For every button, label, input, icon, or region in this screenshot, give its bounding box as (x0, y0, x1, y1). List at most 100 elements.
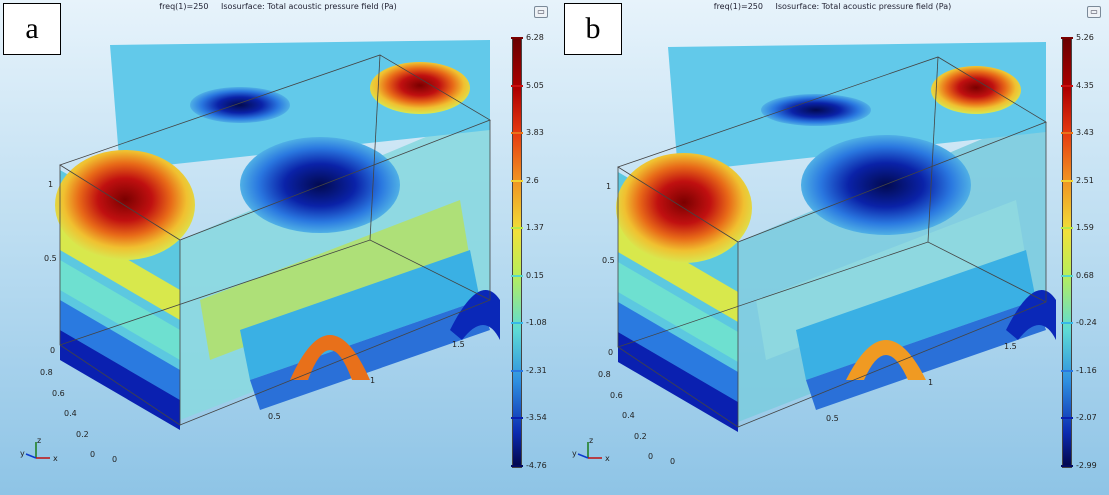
legend-tick-mark (511, 465, 523, 467)
x-tick: 1 (370, 376, 376, 385)
legend-tick-label: -1.08 (526, 318, 547, 328)
legend-tick-label: 1.59 (1076, 223, 1094, 233)
frequency-label: freq(1)=250 (713, 2, 763, 11)
isosurface-render (55, 40, 500, 430)
x-tick: 1.5 (1004, 342, 1017, 351)
plot-title: Isosurface: Total acoustic pressure fiel… (221, 2, 397, 11)
legend-tick-mark (511, 84, 523, 87)
y-tick: 0 (90, 450, 96, 459)
red-pressure-lobe (55, 150, 195, 260)
legend-tick-mark (1061, 369, 1073, 372)
legend-tick-mark (1061, 227, 1073, 230)
legend-tick-mark (1061, 132, 1073, 135)
panel-b: freq(1)=250 Isosurface: Total acoustic p… (556, 0, 1109, 495)
y-tick: 0.8 (40, 368, 53, 377)
triad-y-label: y (20, 449, 25, 458)
blue-corner-arch (1006, 290, 1056, 340)
legend-tick-label: 3.43 (1076, 128, 1094, 138)
legend-tick-label: -2.07 (1076, 413, 1097, 423)
legend-tick-label: -2.99 (1076, 461, 1097, 470)
legend-tick-mark (1061, 417, 1073, 420)
plot-title: Isosurface: Total acoustic pressure fiel… (775, 2, 952, 11)
legend-tick-mark (511, 417, 523, 420)
legend-tick-label: 1.37 (526, 223, 544, 233)
legend-tick-mark (1061, 465, 1073, 467)
plot-header: freq(1)=250 Isosurface: Total acoustic p… (0, 2, 556, 11)
z-tick: 0 (50, 346, 56, 355)
x-tick: 0 (670, 457, 676, 466)
legend-tick-label: 0.68 (1076, 270, 1094, 280)
legend-tick-label: 3.83 (526, 128, 544, 138)
panel-letter: a (3, 3, 61, 55)
y-tick: 0.2 (76, 430, 89, 439)
legend-tick-mark (1061, 274, 1073, 277)
y-tick: 0 (648, 452, 654, 461)
z-tick: 0 (608, 348, 614, 357)
blue-corner-arch (450, 290, 500, 340)
y-tick: 0.6 (52, 389, 65, 398)
legend-tick-mark (511, 369, 523, 372)
legend-tick-mark (511, 322, 523, 325)
legend-tick-mark (511, 179, 523, 182)
legend-tick-mark (511, 132, 523, 135)
triad-x-label: x (605, 454, 610, 463)
x-tick: 0.5 (268, 412, 281, 421)
y-tick: 0.4 (64, 409, 77, 418)
legend-tick-label: 2.6 (526, 175, 539, 185)
color-legend (1062, 38, 1072, 468)
bounding-box (617, 56, 1047, 428)
z-tick: 0.5 (44, 254, 57, 263)
legend-tick-mark (1061, 37, 1073, 39)
triad-z-label: z (37, 436, 41, 445)
axis-triad-icon: y z x (20, 436, 58, 463)
y-tick: 0.4 (622, 411, 635, 420)
x-tick: 0 (112, 455, 118, 464)
plot-header: freq(1)=250 Isosurface: Total acoustic p… (556, 2, 1109, 11)
legend-tick-label: -1.16 (1076, 365, 1097, 375)
panel-a: freq(1)=250 Isosurface: Total acoustic p… (0, 0, 556, 495)
triad-x-label: x (53, 454, 58, 463)
blue-pressure-lobe (240, 137, 400, 233)
x-tick: 1 (928, 378, 934, 387)
x-tick: 0.5 (826, 414, 839, 423)
legend-tick-mark (511, 274, 523, 277)
legend-tick-mark (1061, 322, 1073, 325)
orange-arch (846, 340, 926, 380)
triad-z-label: z (589, 436, 593, 445)
legend-tick-label: -0.24 (1076, 318, 1097, 328)
axis-triad-icon: y z x (572, 436, 610, 463)
color-legend (512, 38, 522, 468)
frequency-label: freq(1)=250 (159, 2, 209, 11)
orange-arch (290, 335, 370, 380)
legend-tick-mark (511, 227, 523, 230)
legend-tick-mark (1061, 179, 1073, 182)
panel-letter: b (564, 3, 622, 55)
z-tick: 1 (48, 180, 54, 189)
triad-y-label: y (572, 449, 577, 458)
z-tick: 0.5 (602, 256, 615, 265)
legend-tick-label: 4.35 (1076, 80, 1094, 90)
restore-window-icon[interactable]: ▭ (534, 6, 548, 18)
legend-tick-label: -3.54 (526, 413, 547, 423)
legend-tick-mark (1061, 84, 1073, 87)
legend-tick-label: 6.28 (526, 33, 544, 42)
restore-window-icon[interactable]: ▭ (1087, 6, 1101, 18)
corner-red-lobe (931, 66, 1021, 114)
corner-red-lobe (370, 62, 470, 114)
blue-pressure-lobe (801, 135, 971, 235)
bounding-box (59, 54, 491, 426)
legend-tick-label: 0.15 (526, 270, 544, 280)
y-tick: 0.8 (598, 370, 611, 379)
isosurface-render (616, 42, 1056, 432)
z-tick: 1 (606, 182, 612, 191)
x-tick: 1.5 (452, 340, 465, 349)
legend-tick-label: 5.05 (526, 80, 544, 90)
legend-tick-label: -4.76 (526, 461, 547, 470)
y-tick: 0.6 (610, 391, 623, 400)
y-tick: 0.2 (634, 432, 647, 441)
legend-tick-label: -2.31 (526, 365, 547, 375)
legend-tick-label: 2.51 (1076, 175, 1094, 185)
legend-tick-mark (511, 37, 523, 39)
legend-tick-label: 5.26 (1076, 33, 1094, 42)
